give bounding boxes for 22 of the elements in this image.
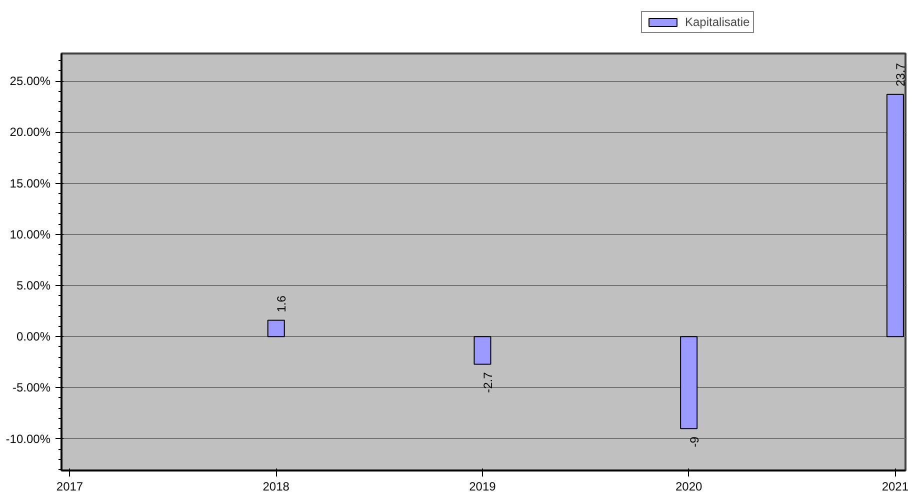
y-tick-label: 15.00% xyxy=(10,176,51,190)
y-tick-label: 10.00% xyxy=(10,227,51,242)
x-tick-label: 2018 xyxy=(262,480,290,493)
bar xyxy=(474,336,492,365)
legend-label: Kapitalisatie xyxy=(685,15,750,29)
x-tick-label: 2020 xyxy=(675,480,702,493)
y-tick-label: 25.00% xyxy=(10,74,51,88)
x-tick-label: 2019 xyxy=(469,480,496,493)
data-label: 1.6 xyxy=(274,295,289,312)
x-tick-label: 2021 xyxy=(882,480,909,493)
y-tick-label: -5.00% xyxy=(12,380,51,395)
bar xyxy=(680,336,698,430)
data-label: -2.7 xyxy=(480,372,495,393)
data-label: 23.7 xyxy=(894,62,908,86)
y-tick-label: 5.00% xyxy=(16,278,51,293)
bar xyxy=(886,94,904,338)
data-label: -9 xyxy=(687,436,702,448)
y-tick-label: 20.00% xyxy=(10,125,51,140)
x-tick-label: 2017 xyxy=(56,480,84,493)
bar xyxy=(267,320,285,338)
y-tick-label: 0.00% xyxy=(16,330,51,344)
y-tick-label: -10.00% xyxy=(6,432,51,446)
